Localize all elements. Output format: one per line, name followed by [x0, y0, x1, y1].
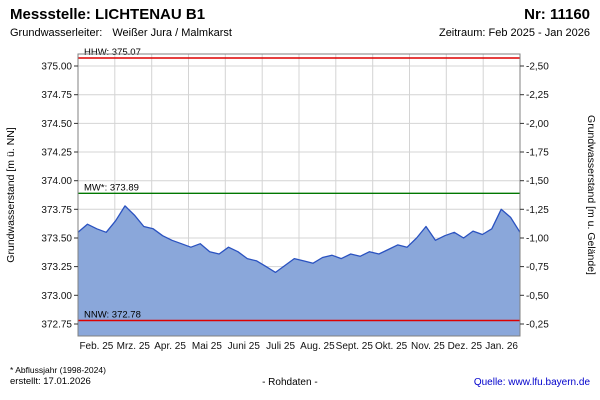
svg-text:374.00: 374.00	[41, 176, 72, 187]
svg-text:Okt. 25: Okt. 25	[375, 341, 408, 352]
svg-text:374.50: 374.50	[41, 119, 72, 130]
svg-text:375.00: 375.00	[41, 62, 72, 73]
svg-text:-1,75: -1,75	[526, 148, 549, 159]
groundwater-line	[77, 205, 521, 274]
aquifer-value: Weißer Jura / Malmkarst	[112, 27, 232, 39]
groundwater-area	[78, 205, 520, 336]
svg-text:-2,50: -2,50	[526, 62, 549, 73]
svg-text:-1,25: -1,25	[526, 205, 549, 216]
svg-text:373.50: 373.50	[41, 234, 72, 245]
svg-text:Nov. 25: Nov. 25	[411, 341, 445, 352]
svg-text:-1,00: -1,00	[526, 234, 549, 245]
chart-footer: * Abflussjahr (1998-2024) erstellt: 17.0…	[0, 358, 600, 394]
reference-line-label-nnw: NNW: 372.78	[84, 310, 141, 321]
svg-text:374.25: 374.25	[41, 148, 72, 159]
svg-text:373.00: 373.00	[41, 291, 72, 302]
footnote: * Abflussjahr (1998-2024)	[10, 365, 106, 375]
svg-text:373.25: 373.25	[41, 262, 72, 273]
chart-header: Messstelle: LICHTENAU B1 Nr: 11160 Grund…	[0, 0, 600, 40]
svg-text:-0,50: -0,50	[526, 291, 549, 302]
reference-line-label-hhw: HHW: 375.07	[84, 47, 141, 58]
svg-text:-2,25: -2,25	[526, 90, 549, 101]
svg-text:-2,00: -2,00	[526, 119, 549, 130]
svg-text:Mai 25: Mai 25	[192, 341, 222, 352]
svg-text:Juni 25: Juni 25	[228, 341, 261, 352]
svg-text:Feb. 25: Feb. 25	[79, 341, 113, 352]
y-axis-left-title: Grundwasserstand [m ü. NN]	[5, 127, 17, 262]
svg-text:Aug. 25: Aug. 25	[300, 341, 335, 352]
period-label: Zeitraum: Feb 2025 - Jan 2026	[438, 27, 590, 39]
station-number: Nr: 11160	[524, 6, 590, 23]
y-axis-left: 372.75 373.00 373.25 373.50 373.75 374.00 374.…	[41, 62, 78, 331]
svg-text:Mrz. 25: Mrz. 25	[117, 341, 151, 352]
plot-border	[77, 53, 521, 337]
svg-text:-0,25: -0,25	[526, 320, 549, 331]
data-type-label: - Rohdaten -	[262, 377, 318, 388]
svg-text:Dez. 25: Dez. 25	[448, 341, 483, 352]
svg-text:373.75: 373.75	[41, 205, 72, 216]
y-axis-right: -0,25 -0,50 -0,75 -1,00 -1,25 -1,50 -1,75 -2,00…	[520, 62, 549, 331]
reference-line-label-mw: MW*: 373.89	[84, 182, 139, 193]
y-axis-right-title: Grundwasserstand [m u. Gelände]	[585, 115, 597, 275]
svg-text:-0,75: -0,75	[526, 262, 549, 273]
svg-text:372.75: 372.75	[41, 320, 72, 331]
svg-text:-1,50: -1,50	[526, 176, 549, 187]
x-axis: Feb. 25 Mrz. 25 Apr. 25 Mai 25 Juni 25 Juli 2…	[79, 341, 518, 352]
source-link[interactable]: Quelle: www.lfu.bayern.de	[473, 377, 590, 388]
spacer	[232, 26, 439, 40]
aquifer-label: Grundwasserleiter:	[10, 27, 103, 39]
svg-text:374.75: 374.75	[41, 90, 72, 101]
svg-text:Sept. 25: Sept. 25	[336, 341, 374, 352]
svg-text:Juli 25: Juli 25	[266, 341, 295, 352]
svg-text:Apr. 25: Apr. 25	[154, 341, 186, 352]
created-date: erstellt: 17.01.2026	[10, 376, 91, 387]
page-title: Messstelle: LICHTENAU B1	[10, 6, 206, 23]
svg-text:Jan. 26: Jan. 26	[485, 341, 518, 352]
